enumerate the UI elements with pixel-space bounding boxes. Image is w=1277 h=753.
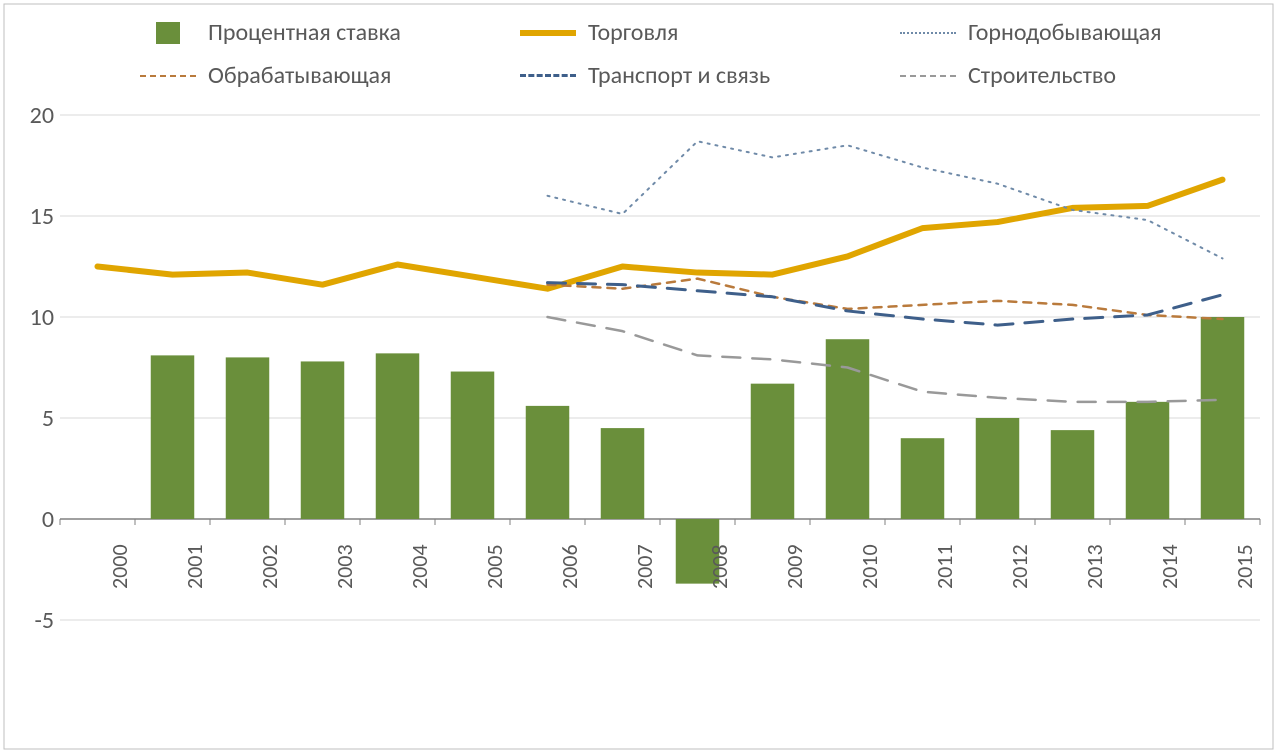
- chart-border: [4, 4, 1273, 749]
- x-tick-label: 2000: [106, 544, 133, 589]
- x-tick-label: 2008: [706, 544, 733, 589]
- bar: [151, 355, 195, 519]
- bar: [826, 339, 870, 519]
- x-tick-label: 2001: [181, 544, 208, 589]
- line-trade: [98, 180, 1223, 289]
- plot-area: [0, 0, 1277, 753]
- bar: [601, 428, 645, 519]
- bar: [526, 406, 570, 519]
- bar: [1126, 402, 1170, 519]
- x-tick-label: 2005: [481, 544, 508, 589]
- x-tick-label: 2002: [256, 544, 283, 589]
- bar: [1051, 430, 1095, 519]
- bar: [451, 372, 495, 519]
- bar: [976, 418, 1020, 519]
- x-tick-label: 2013: [1081, 544, 1108, 589]
- bar: [226, 357, 270, 519]
- line-transport: [548, 283, 1223, 325]
- x-tick-label: 2011: [931, 544, 958, 589]
- x-tick-label: 2010: [856, 544, 883, 589]
- x-tick-label: 2007: [631, 544, 658, 589]
- x-tick-label: 2004: [406, 544, 433, 589]
- line-construction: [548, 317, 1223, 402]
- x-tick-label: 2015: [1231, 544, 1258, 589]
- x-tick-label: 2006: [556, 544, 583, 589]
- bar: [301, 361, 345, 519]
- x-tick-label: 2014: [1156, 544, 1183, 589]
- bar: [376, 353, 420, 519]
- line-manufacturing: [548, 279, 1223, 319]
- bar: [901, 438, 945, 519]
- x-tick-label: 2009: [781, 544, 808, 589]
- bar: [1201, 317, 1245, 519]
- x-tick-label: 2012: [1006, 544, 1033, 589]
- bar: [751, 384, 795, 519]
- chart-container: Процентная ставкаТорговляГорнодобывающая…: [0, 0, 1277, 753]
- x-tick-label: 2003: [331, 544, 358, 589]
